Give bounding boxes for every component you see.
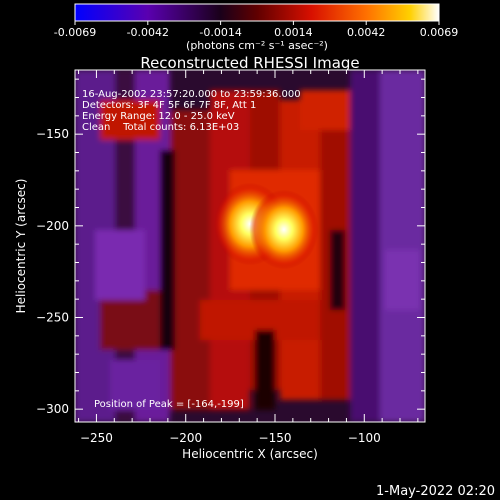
colorbar-tick-label: 0.0069 — [420, 26, 459, 39]
axes: −250 −200 −150 −100 −150 −200 −250 −300 — [36, 70, 425, 445]
colorbar-tick-label: -0.0014 — [199, 26, 241, 39]
y-tick-label: −200 — [36, 219, 69, 233]
y-tick-label: −300 — [36, 402, 69, 416]
hot-sources — [214, 182, 319, 270]
colorbar-unit-label: (photons cm⁻² s⁻¹ asec⁻²) — [186, 39, 328, 52]
colorbar-tick-label: 0.0014 — [274, 26, 313, 39]
y-tick-label: −150 — [36, 127, 69, 141]
annotation-clean: Clean Total counts: 6.13E+03 — [82, 122, 239, 133]
annotation-energy: Energy Range: 12.0 - 25.0 keV — [82, 111, 235, 122]
colorbar-tick-label: -0.0042 — [127, 26, 169, 39]
y-tick-label: −250 — [36, 311, 69, 325]
annotation-time: 16-Aug-2002 23:57:20.000 to 23:59:36.000 — [82, 89, 301, 100]
colorbar-ticks: -0.0069 -0.0042 -0.0014 0.0014 0.0042 0.0069 — [54, 21, 458, 39]
plot-frame — [74, 69, 426, 423]
footer-timestamp: 1-May-2022 02:20 — [376, 484, 495, 499]
chart-title: Reconstructed RHESSI Image — [140, 54, 359, 72]
x-tick-label: −200 — [169, 431, 202, 445]
x-tick-label: −150 — [259, 431, 292, 445]
image-texture — [75, 70, 425, 422]
colorbar — [74, 3, 440, 22]
x-tick-label: −100 — [348, 431, 381, 445]
y-axis-label: Heliocentric Y (arcsec) — [14, 179, 28, 314]
colorbar-tick-label: -0.0069 — [54, 26, 96, 39]
x-tick-label: −250 — [80, 431, 113, 445]
annotation-detectors: Detectors: 3F 4F 5F 6F 7F 8F, Att 1 — [82, 100, 256, 111]
colorbar-tick-label: 0.0042 — [347, 26, 386, 39]
info-annotations: 16-Aug-2002 23:57:20.000 to 23:59:36.000… — [82, 89, 301, 133]
source-2 — [249, 189, 319, 270]
x-axis-label: Heliocentric X (arcsec) — [182, 447, 318, 461]
peak-position-label: Position of Peak = [-164,-199] — [94, 399, 244, 410]
